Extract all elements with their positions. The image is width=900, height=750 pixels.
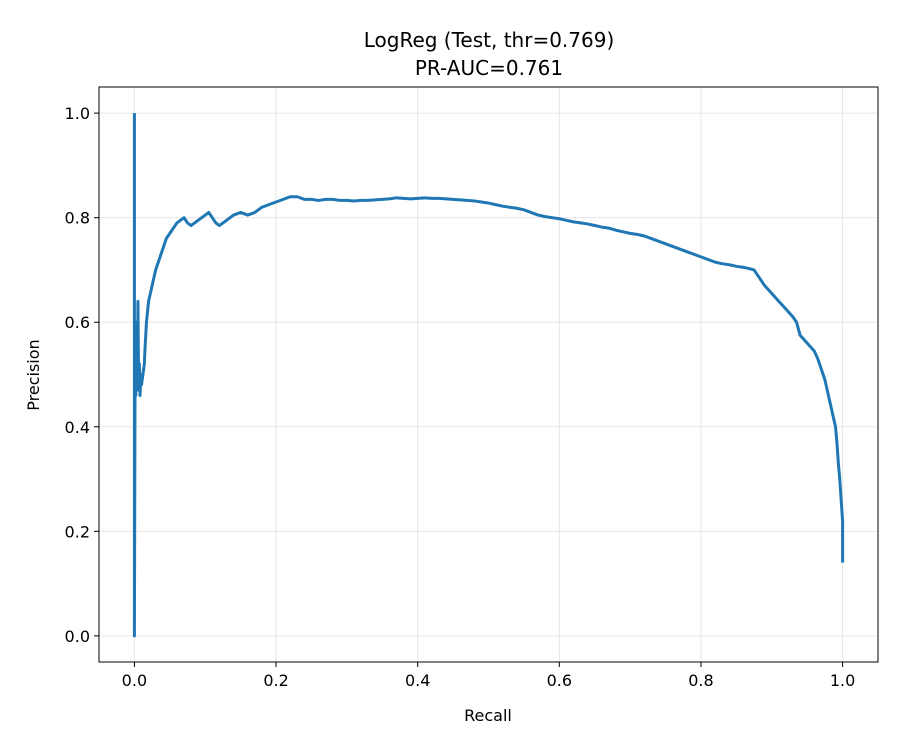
series-layer	[132, 113, 845, 638]
x-tick-label: 0.4	[405, 671, 430, 690]
x-axis-label: Recall	[464, 706, 512, 725]
y-tick-label: 1.0	[65, 104, 90, 123]
y-tick-label: 0.8	[65, 209, 90, 228]
x-tick-label: 0.6	[547, 671, 572, 690]
y-tick-label: 0.0	[65, 627, 90, 646]
y-tick-label: 0.4	[65, 418, 90, 437]
x-tick-label: 0.8	[688, 671, 713, 690]
x-tick-label: 1.0	[830, 671, 855, 690]
chart-subtitle: PR-AUC=0.761	[415, 56, 563, 80]
pr-curve-line	[132, 113, 845, 638]
y-tick-label: 0.6	[65, 313, 90, 332]
chart-title: LogReg (Test, thr=0.769)	[364, 28, 615, 52]
x-tick-label: 0.2	[263, 671, 288, 690]
x-tick-label: 0.0	[122, 671, 147, 690]
y-tick-label: 0.2	[65, 522, 90, 541]
grid-lines	[99, 87, 878, 662]
plot-frame	[98, 86, 879, 663]
axis-ticks: 0.0 0.2 0.4 0.6 0.8 1.0 0.0 0.2 0.4 0.6 0.8 1.0	[65, 104, 856, 690]
y-axis-label: Precision	[24, 339, 43, 410]
